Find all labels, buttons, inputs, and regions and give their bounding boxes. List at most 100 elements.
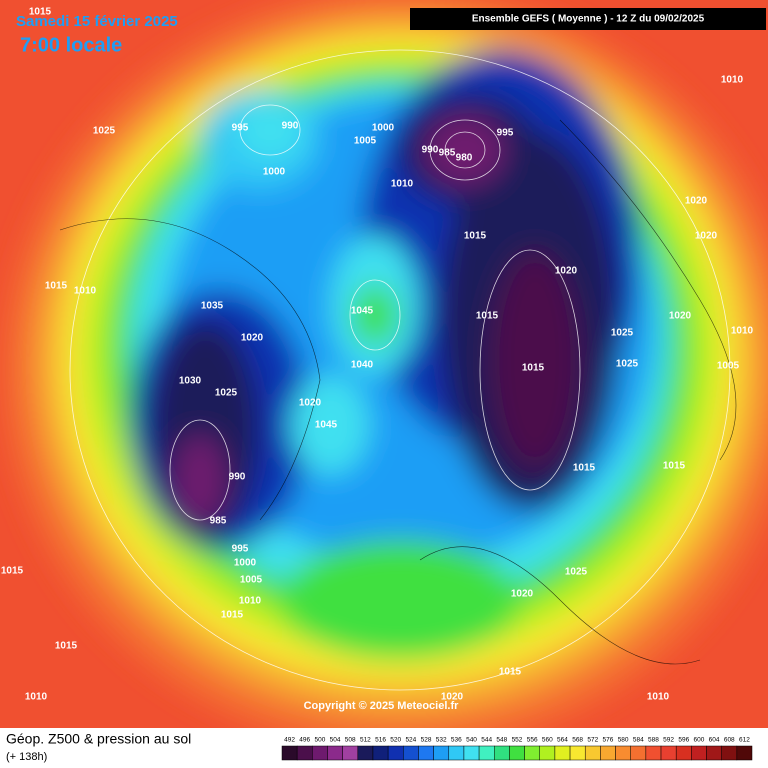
isobar-label: 1005 [354,136,377,147]
isobar-label: 1015 [1,566,24,577]
scale-swatch [357,745,374,761]
scale-label: 516 [375,737,386,744]
scale-swatch [675,745,692,761]
isobar-label: 1005 [240,575,263,586]
scale-label: 500 [314,737,325,744]
isobar-label: 1015 [29,7,52,18]
scale-swatch [600,745,616,761]
scale-swatch [554,745,571,761]
scale-label: 540 [466,737,477,744]
scale-label: 552 [512,737,523,744]
isobar-label: 1025 [611,328,634,339]
isobar-label: 1000 [263,167,286,178]
scale-swatch [615,745,631,761]
scale-swatch [281,745,298,761]
valid-time: 7:00 locale [20,34,122,56]
isobar-label: 1015 [573,463,596,474]
scale-swatch [372,745,389,761]
isobar-label: 995 [232,123,249,134]
isobar-label: 1000 [372,123,395,134]
scale-label: 592 [663,737,674,744]
isobar-label: 1010 [721,75,744,86]
isobar-label: 1025 [93,126,116,137]
color-scale: 492 496 500 504 508 512 516 520 524 528 532 536 540 5… [281,737,753,761]
scale-label: 504 [330,737,341,744]
isobar-label: 1020 [241,333,264,344]
isobar-label: 1015 [55,641,78,652]
scale-swatch [706,745,722,761]
isobar-label: 1000 [234,558,257,569]
isobar-label: 1025 [215,388,238,399]
copyright: Copyright © 2025 Meteociel.fr [304,700,460,712]
scale-swatch [463,745,480,761]
scale-swatch [478,745,495,761]
scale-label: 608 [724,737,735,744]
isobar-label: 1015 [499,667,522,678]
scale-label: 588 [648,737,659,744]
scale-label: 520 [390,737,401,744]
scale-label: 604 [709,737,720,744]
isobar-label: 1010 [25,692,48,703]
isobar-label: 990 [229,472,246,483]
scale-swatch [387,745,404,761]
scale-label: 600 [694,737,705,744]
scale-swatch [645,745,662,761]
isobar-label: 1020 [555,266,578,277]
scale-swatch [327,745,343,761]
scale-swatch [296,745,313,761]
isobar-label: 1015 [663,461,686,472]
isobar-label: 1020 [685,196,708,207]
model-run: Ensemble GEFS ( Moyenne ) - 12 Z du 09/0… [472,14,705,25]
geopotential-field [0,0,768,750]
scale-label: 572 [587,737,598,744]
scale-label: 528 [421,737,432,744]
scale-label: 492 [284,737,295,744]
isobar-label: 1020 [441,692,464,703]
scale-swatch [312,745,328,761]
scale-label: 596 [678,737,689,744]
isobar-label: 985 [439,148,456,159]
isobar-label: 980 [456,153,473,164]
isobar-label: 990 [282,121,299,132]
valid-date: Samedi 15 février 2025 [16,13,178,30]
isobar-label: 1010 [239,596,262,607]
isobar-label: 1025 [616,359,639,370]
scale-label: 576 [603,737,614,744]
isobar-label: 1015 [221,610,244,621]
isobar-label: 1020 [669,311,692,322]
isobar-label: 1025 [565,567,588,578]
scale-swatch [494,745,510,761]
scale-label: 548 [496,737,507,744]
isobar-label: 985 [210,516,227,527]
isobar-label: 1045 [315,420,338,431]
scale-label: 544 [481,737,492,744]
isobar-label: 995 [497,128,514,139]
isobar-label: 1015 [45,281,68,292]
isobar-label: 1010 [74,286,97,297]
scale-label: 496 [299,737,310,744]
isobar-label: 1015 [476,311,499,322]
scale-label: 612 [739,737,750,744]
scale-label: 512 [360,737,371,744]
scale-swatch [433,745,450,761]
scale-label: 584 [633,737,644,744]
isobar-label: 1020 [511,589,534,600]
header-box [410,8,766,30]
isobar-label: 1045 [351,306,374,317]
scale-swatch [418,745,434,761]
scale-swatch [539,745,556,761]
scale-label: 556 [527,737,538,744]
scale-label: 532 [436,737,447,744]
isobar-label: 1020 [695,231,718,242]
scale-label: 524 [405,737,416,744]
scale-swatch [569,745,586,761]
scale-swatch [342,745,359,761]
isobar-label: 1040 [351,360,374,371]
isobar-label: 1010 [391,179,414,190]
isobar-label: 995 [232,544,249,555]
scale-swatch [448,745,465,761]
scale-swatch [736,745,753,761]
